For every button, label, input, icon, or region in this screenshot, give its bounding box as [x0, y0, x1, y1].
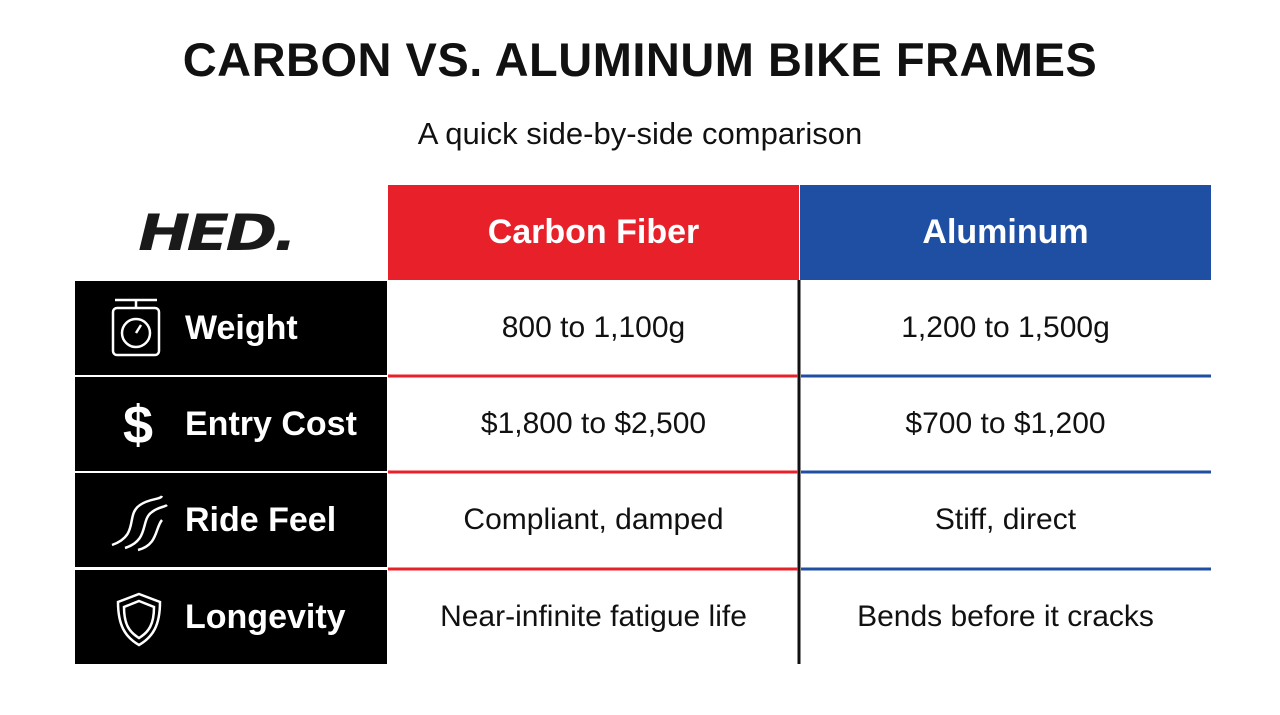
row-label-text: Ride Feel	[185, 500, 337, 539]
column-header: Aluminum	[800, 185, 1211, 280]
shield-icon	[116, 592, 162, 647]
road-icon	[111, 495, 168, 552]
scale-icon	[111, 298, 161, 357]
dollar-icon: $	[123, 395, 153, 455]
cell: Compliant, damped	[463, 503, 724, 536]
logo: HED.	[138, 204, 297, 262]
cell: Near-infinite fatigue life	[440, 600, 747, 633]
cell: $700 to $1,200	[905, 407, 1106, 440]
cell: $1,800 to $2,500	[480, 407, 707, 440]
row-label: Ride Feel	[75, 473, 387, 567]
row-label: Weight	[75, 281, 387, 375]
cell: 1,200 to 1,500g	[901, 311, 1110, 344]
svg-text:$: $	[123, 395, 153, 455]
cell: 800 to 1,100g	[501, 311, 686, 344]
cell: Bends before it cracks	[857, 600, 1154, 633]
cell: Stiff, direct	[934, 503, 1077, 536]
title: CARBON VS. ALUMINUM BIKE FRAMES	[182, 33, 1098, 86]
row-label-text: Weight	[185, 308, 298, 347]
subtitle: A quick side-by-side comparison	[417, 116, 863, 151]
row-label-text: Longevity	[185, 597, 346, 636]
column-header: Carbon Fiber	[388, 185, 799, 280]
row-label: Longevity	[75, 570, 387, 664]
row-label-text: Entry Cost	[185, 404, 357, 443]
row-label: Entry Cost	[75, 377, 387, 471]
